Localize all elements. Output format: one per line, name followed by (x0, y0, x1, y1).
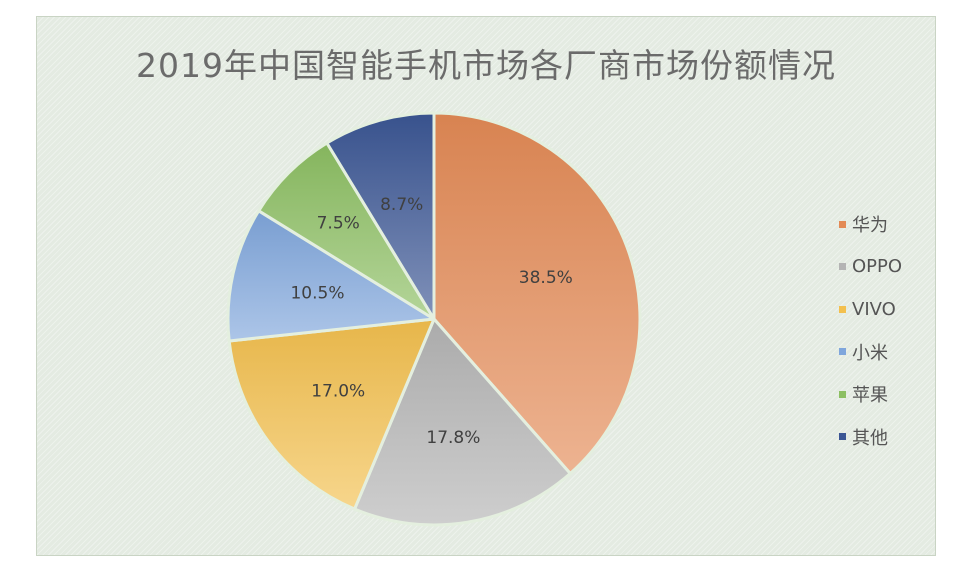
legend-swatch (839, 220, 846, 228)
legend-swatch (839, 305, 846, 313)
data-label-3: 17.0% (311, 381, 365, 401)
data-label-5: 7.5% (317, 214, 360, 234)
pie-slice-2 (353, 317, 572, 527)
data-label-2: 17.8% (426, 428, 480, 448)
legend-item-1: 华为 (839, 203, 929, 246)
pie-slices (226, 111, 642, 527)
legend-label: 其他 (852, 427, 888, 449)
legend-swatch (839, 390, 846, 398)
legend-label: 华为 (852, 215, 888, 237)
legend-item-4: 小米 (839, 331, 929, 374)
legend-label: 苹果 (852, 385, 888, 407)
chart-area: 2019年中国智能手机市场各厂商市场份额情况 38.5% 17.8% 17.0% 10… (36, 16, 936, 556)
pie-chart: 38.5% 17.8% 17.0% 10.5% 7.5% 8.7% (226, 111, 642, 527)
pie-slice-3 (227, 317, 436, 511)
data-label-1: 38.5% (519, 268, 573, 288)
legend-swatch (839, 348, 846, 356)
pie-data-labels: 38.5% 17.8% 17.0% 10.5% 7.5% 8.7% (290, 195, 572, 448)
legend-item-3: VIVO (839, 288, 929, 331)
data-label-6: 8.7% (380, 195, 423, 215)
legend-item-5: 苹果 (839, 373, 929, 416)
legend-label: 小米 (852, 342, 888, 364)
legend: 华为 OPPO VIVO 小米苹果其他 (839, 203, 929, 458)
legend-item-2: OPPO (839, 246, 929, 289)
pie-slice-5 (257, 141, 436, 321)
data-label-4: 10.5% (290, 284, 344, 304)
legend-label: VIVO (852, 298, 896, 320)
legend-label: OPPO (852, 256, 903, 278)
chart-title: 2019年中国智能手机市场各厂商市场份额情况 (136, 46, 836, 85)
legend-swatch (839, 433, 846, 441)
pie-slice-4 (226, 209, 436, 343)
legend-swatch (839, 263, 846, 271)
pie-slice-1 (432, 111, 642, 476)
legend-item-6: 其他 (839, 416, 929, 459)
pie-slice-6 (325, 111, 436, 321)
